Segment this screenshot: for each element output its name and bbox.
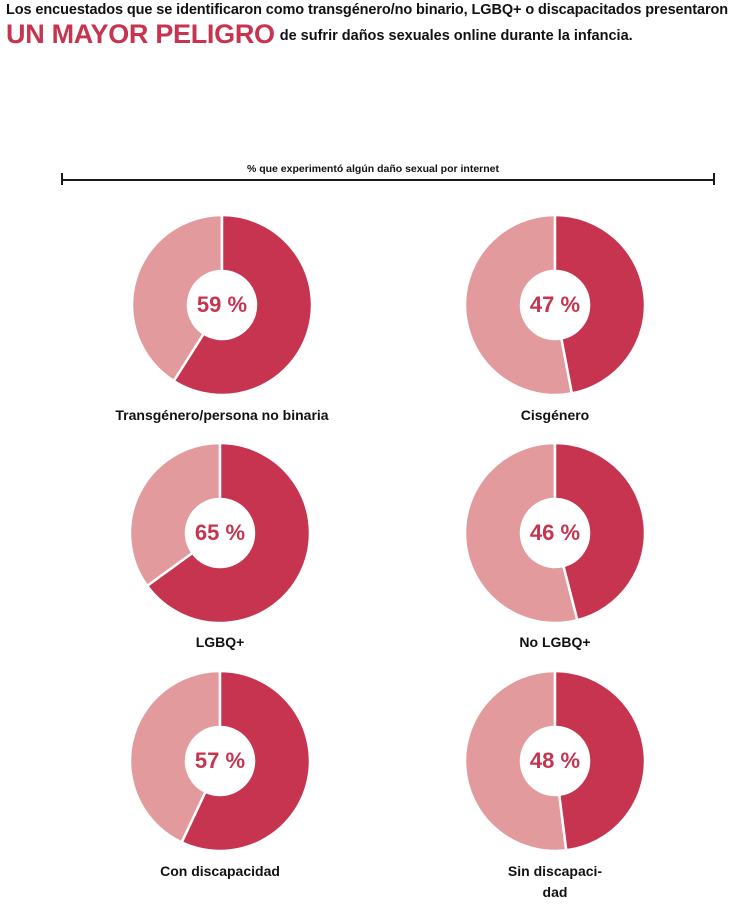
donut-svg	[128, 669, 312, 853]
donut-category-label: LGBQ+	[195, 634, 245, 650]
donut-value-label: 59 %	[196, 292, 248, 317]
donut-svg	[130, 213, 314, 397]
headline-rest: de sufrir daños sexuales online durante …	[279, 28, 633, 44]
donut-category-label: No LGBQ+	[519, 634, 591, 650]
donut-category-label: Cisgénero	[520, 407, 590, 423]
donut-value-slice	[172, 213, 314, 397]
donut-value-slice	[553, 213, 647, 395]
scale-tick-right	[713, 173, 715, 185]
donut-value-slice	[553, 441, 647, 622]
headline: UN MAYOR PELIGRO	[6, 19, 275, 49]
donut-value-slice	[145, 441, 312, 625]
scale-tick-left	[61, 173, 63, 185]
donut-value-label: 57 %	[194, 748, 246, 773]
donut-svg	[128, 441, 312, 625]
donut-svg	[463, 213, 647, 397]
donut-chart: 59 %	[130, 213, 314, 397]
chart-title: % que experimentó algún daño sexual por …	[246, 163, 500, 175]
donut-remainder-slice	[463, 213, 574, 397]
donut-category-label: Sin discapaci-dad	[507, 863, 603, 900]
donut-value-slice	[180, 669, 312, 853]
donut-category-label: Transgénero/persona no binaria	[115, 407, 329, 423]
donut-chart: 65 %	[128, 441, 312, 625]
scale-bar	[62, 179, 714, 181]
intro-text: Los encuestados que se identificaron com…	[6, 2, 729, 18]
donut-category-label: Con discapacidad	[160, 863, 280, 879]
donut-svg	[463, 669, 647, 853]
donut-remainder-slice	[463, 669, 568, 853]
donut-value-slice	[553, 669, 647, 852]
donut-remainder-slice	[463, 441, 579, 625]
donut-remainder-slice	[128, 669, 222, 844]
headline-row: UN MAYOR PELIGRO de sufrir daños sexuales…	[6, 19, 633, 50]
donut-chart: 48 %	[463, 669, 647, 853]
donut-value-label: 46 %	[529, 520, 581, 545]
donut-remainder-slice	[128, 441, 222, 588]
donut-chart: 47 %	[463, 213, 647, 397]
donut-value-label: 65 %	[194, 520, 246, 545]
donut-chart: 46 %	[463, 441, 647, 625]
donut-value-label: 47 %	[529, 292, 581, 317]
donut-chart: 57 %	[128, 669, 312, 853]
donut-value-label: 48 %	[529, 748, 581, 773]
donut-svg	[463, 441, 647, 625]
